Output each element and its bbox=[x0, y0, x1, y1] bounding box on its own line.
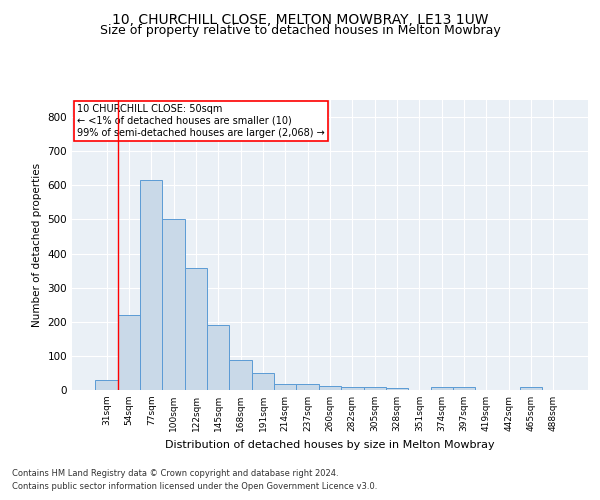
Text: 10 CHURCHILL CLOSE: 50sqm
← <1% of detached houses are smaller (10)
99% of semi-: 10 CHURCHILL CLOSE: 50sqm ← <1% of detac… bbox=[77, 104, 325, 138]
Bar bbox=[274, 384, 296, 390]
Text: Contains public sector information licensed under the Open Government Licence v3: Contains public sector information licen… bbox=[12, 482, 377, 491]
Bar bbox=[229, 360, 252, 390]
Text: 10, CHURCHILL CLOSE, MELTON MOWBRAY, LE13 1UW: 10, CHURCHILL CLOSE, MELTON MOWBRAY, LE1… bbox=[112, 12, 488, 26]
Bar bbox=[252, 373, 274, 390]
Bar bbox=[163, 220, 185, 390]
Bar bbox=[364, 388, 386, 390]
Bar bbox=[319, 386, 341, 390]
Bar bbox=[185, 268, 207, 390]
Bar bbox=[118, 315, 140, 390]
Bar bbox=[341, 388, 364, 390]
Text: Contains HM Land Registry data © Crown copyright and database right 2024.: Contains HM Land Registry data © Crown c… bbox=[12, 468, 338, 477]
Text: Size of property relative to detached houses in Melton Mowbray: Size of property relative to detached ho… bbox=[100, 24, 500, 37]
Bar bbox=[520, 388, 542, 390]
Bar bbox=[386, 388, 408, 390]
Bar bbox=[207, 325, 229, 390]
Bar bbox=[296, 384, 319, 390]
Bar bbox=[431, 388, 453, 390]
Bar bbox=[95, 380, 118, 390]
Y-axis label: Number of detached properties: Number of detached properties bbox=[32, 163, 42, 327]
Bar bbox=[140, 180, 163, 390]
X-axis label: Distribution of detached houses by size in Melton Mowbray: Distribution of detached houses by size … bbox=[165, 440, 495, 450]
Bar bbox=[453, 388, 475, 390]
